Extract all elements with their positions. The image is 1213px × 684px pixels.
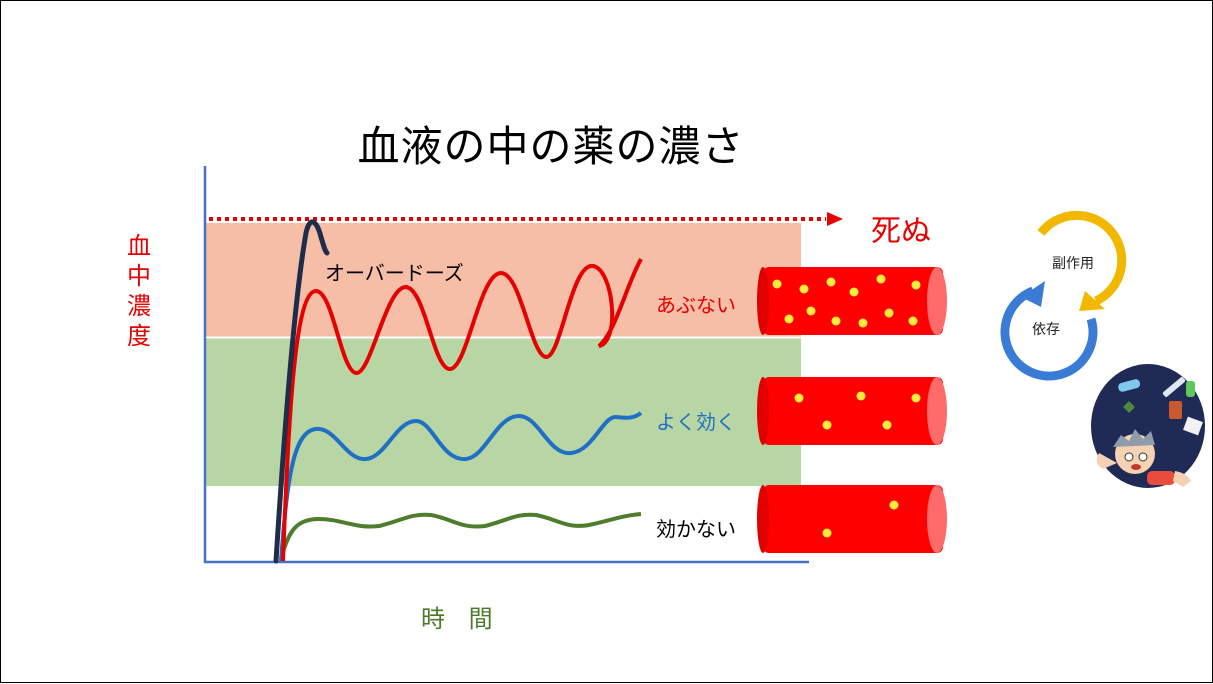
death-label: 死ぬ <box>871 214 931 249</box>
overdose-curve <box>273 219 330 564</box>
ineffective-zone-label: 効かない <box>656 517 736 541</box>
effective-zone <box>205 338 801 486</box>
cycle-diagram <box>1000 210 1127 381</box>
x-axis-label: 時 間 <box>421 605 501 633</box>
dependence-arc <box>1000 286 1098 381</box>
page-title: 血液の中の薬の濃さ <box>357 122 745 171</box>
overdose-label: オーバードーズ <box>325 261 464 285</box>
vessel-effective <box>757 377 947 445</box>
danger-curve <box>281 258 643 562</box>
ineffective-curve <box>279 512 642 559</box>
dependence-label: 依存 <box>1032 322 1060 338</box>
death-threshold-arrowhead <box>827 212 843 226</box>
dependence-arrowhead <box>1021 281 1045 307</box>
vessel-ineffective <box>757 485 947 553</box>
effective-zone-label: よく効く <box>656 410 736 434</box>
side-effect-arrowhead <box>1079 291 1105 311</box>
effective-curve <box>279 411 643 562</box>
drug-illustration <box>1091 364 1205 488</box>
side-effect-label: 副作用 <box>1052 256 1094 272</box>
side-effect-arc <box>1037 210 1127 306</box>
y-axis-label: 血 中 濃 度 <box>127 232 151 350</box>
danger-zone-label: あぶない <box>656 293 736 317</box>
vessel-danger <box>757 267 947 335</box>
